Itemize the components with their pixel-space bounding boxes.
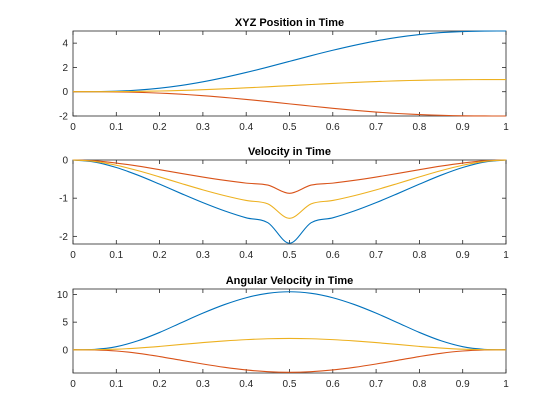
x-tick-label: 1 xyxy=(503,250,509,261)
axes-1: XYZ Position in Time 0 0.1 0.2 0.3 0.4 0.5 0.6 0… xyxy=(59,17,509,133)
y-tick-label: -2 xyxy=(59,232,68,243)
chart-title: Angular Velocity in Time xyxy=(226,275,354,287)
series-line-1 xyxy=(72,30,507,93)
x-tick-label: 0.4 xyxy=(239,250,253,261)
x-tick-label: 0.1 xyxy=(109,122,123,133)
plot-area xyxy=(72,30,507,117)
series-line-3 xyxy=(72,79,507,93)
y-tick-label: 0 xyxy=(62,345,68,356)
x-tick-label: 0.8 xyxy=(412,250,426,261)
y-tick-label: 0 xyxy=(62,87,68,98)
x-tick-label: 0.6 xyxy=(326,122,340,133)
x-tick-label: 0.3 xyxy=(196,250,210,261)
series-line-3 xyxy=(72,159,507,219)
y-tick-label: 2 xyxy=(62,63,68,74)
x-tick-label: 0.9 xyxy=(456,250,470,261)
x-tick-label: 0.1 xyxy=(109,379,123,390)
x-tick-label: 0.1 xyxy=(109,250,123,261)
y-tick-label: 4 xyxy=(62,39,68,50)
series-line-1 xyxy=(72,291,507,351)
x-tick-label: 0.7 xyxy=(369,379,383,390)
series-line-2 xyxy=(72,349,507,373)
chart-title: XYZ Position in Time xyxy=(235,17,344,29)
chart-title: Velocity in Time xyxy=(248,146,331,158)
x-tick-label: 0 xyxy=(70,122,76,133)
y-tick-label: 10 xyxy=(57,290,69,301)
x-tick-label: 0.4 xyxy=(239,379,253,390)
x-tick-label: 0.7 xyxy=(369,250,383,261)
x-tick-label: 0.5 xyxy=(283,122,297,133)
x-tick-label: 1 xyxy=(503,122,509,133)
x-tick-label: 0.3 xyxy=(196,122,210,133)
x-tick-label: 0.9 xyxy=(456,379,470,390)
plot-area xyxy=(72,159,507,245)
y-tick-label: 5 xyxy=(62,318,68,329)
y-tick-label: -1 xyxy=(59,194,68,205)
x-tick-label: 0.3 xyxy=(196,379,210,390)
plot-area xyxy=(72,288,507,374)
y-tick-label: -2 xyxy=(59,112,68,123)
axes-2: Velocity in Time 0 0.1 0.2 0.3 0.4 0.5 0.6 0.7 0.… xyxy=(59,146,509,261)
x-tick-label: 0.7 xyxy=(369,122,383,133)
series-line-3 xyxy=(72,337,507,351)
axes-3: Angular Velocity in Time 0 0.1 0.2 0.3 0.4 0.5… xyxy=(57,275,509,390)
x-tick-label: 0.4 xyxy=(239,122,253,133)
x-tick-label: 0.2 xyxy=(153,122,167,133)
series-line-2 xyxy=(72,91,507,117)
x-tick-label: 0.8 xyxy=(412,379,426,390)
x-tick-label: 0.5 xyxy=(283,379,297,390)
x-tick-label: 0.8 xyxy=(412,122,426,133)
series-line-1 xyxy=(72,159,507,244)
x-tick-label: 1 xyxy=(503,379,509,390)
x-tick-label: 0 xyxy=(70,250,76,261)
y-tick-label: 0 xyxy=(62,156,68,167)
x-tick-label: 0.5 xyxy=(283,250,297,261)
x-tick-label: 0.2 xyxy=(153,250,167,261)
series-line-2 xyxy=(72,159,507,194)
x-tick-label: 0.6 xyxy=(326,250,340,261)
x-tick-label: 0.9 xyxy=(456,122,470,133)
x-tick-label: 0.2 xyxy=(153,379,167,390)
x-tick-label: 0 xyxy=(70,379,76,390)
x-tick-label: 0.6 xyxy=(326,379,340,390)
